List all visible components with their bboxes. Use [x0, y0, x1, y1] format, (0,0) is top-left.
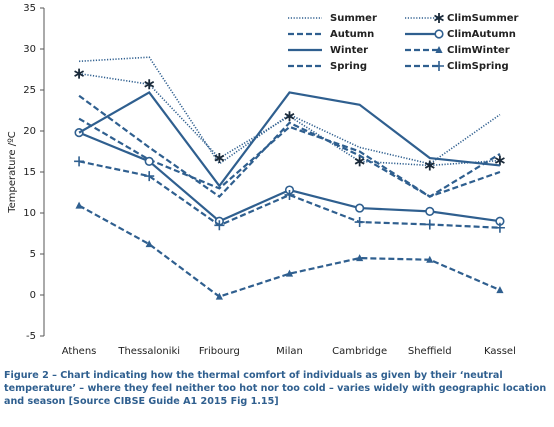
- marker: [426, 255, 434, 263]
- x-tick-label: Kassel: [484, 346, 516, 357]
- y-tick-label: 30: [23, 44, 36, 55]
- marker: [284, 111, 295, 122]
- x-tick-label: Athens: [62, 346, 97, 357]
- legend-label: Winter: [330, 45, 368, 56]
- marker: [356, 254, 364, 262]
- marker: [74, 156, 85, 167]
- y-tick-label: -5: [26, 331, 36, 342]
- y-tick-label: 20: [23, 126, 36, 137]
- marker: [145, 240, 153, 248]
- marker: [354, 217, 365, 228]
- y-tick-label: 25: [23, 85, 36, 96]
- x-tick-label: Thessaloniki: [117, 346, 180, 357]
- y-tick-label: 10: [23, 208, 36, 219]
- series-line: [78, 94, 501, 199]
- marker: [435, 46, 443, 53]
- marker: [425, 206, 435, 216]
- y-tick-label: 0: [30, 290, 36, 301]
- chart: Temperature /ºC -5 0 5 10 15 20 25 30 35 Athens Th…: [7, 3, 519, 357]
- x-tick-label: Fribourg: [199, 346, 240, 357]
- marker: [75, 201, 83, 209]
- x-tick-label: Sheffield: [408, 346, 452, 357]
- x-tick-label: Cambridge: [332, 346, 387, 357]
- caption: Figure 2 – Chart indicating how the ther…: [4, 370, 547, 407]
- marker: [215, 292, 223, 300]
- marker: [424, 160, 435, 171]
- marker: [494, 155, 505, 166]
- y-tick-label: 5: [30, 249, 36, 260]
- marker: [424, 219, 435, 230]
- series-line: [78, 131, 501, 223]
- marker: [144, 171, 155, 182]
- legend-label: ClimSpring: [447, 61, 509, 72]
- x-tick-label: Milan: [276, 346, 303, 357]
- legend-label: ClimWinter: [447, 45, 510, 56]
- legend-label: Summer: [330, 13, 377, 24]
- marker: [354, 156, 365, 167]
- series-line: [78, 91, 501, 188]
- marker: [214, 220, 225, 231]
- marker: [144, 79, 155, 90]
- marker: [355, 203, 365, 213]
- legend-label: Spring: [330, 61, 367, 72]
- series-line: [78, 204, 501, 298]
- marker: [284, 189, 295, 200]
- y-tick-label: 35: [23, 3, 36, 14]
- marker: [434, 61, 444, 71]
- legend-label: ClimAutumn: [447, 29, 516, 40]
- marker: [74, 68, 85, 79]
- legend-label: Autumn: [330, 29, 374, 40]
- y-axis-label: Temperature /ºC: [7, 131, 18, 214]
- series-line: [79, 56, 501, 165]
- marker: [144, 156, 154, 166]
- marker: [214, 153, 225, 164]
- marker: [496, 286, 504, 294]
- marker: [285, 269, 294, 277]
- marker: [434, 29, 444, 39]
- legend-label: ClimSummer: [447, 13, 519, 24]
- y-tick-label: 15: [23, 167, 36, 178]
- marker: [434, 13, 444, 23]
- marker: [494, 222, 505, 233]
